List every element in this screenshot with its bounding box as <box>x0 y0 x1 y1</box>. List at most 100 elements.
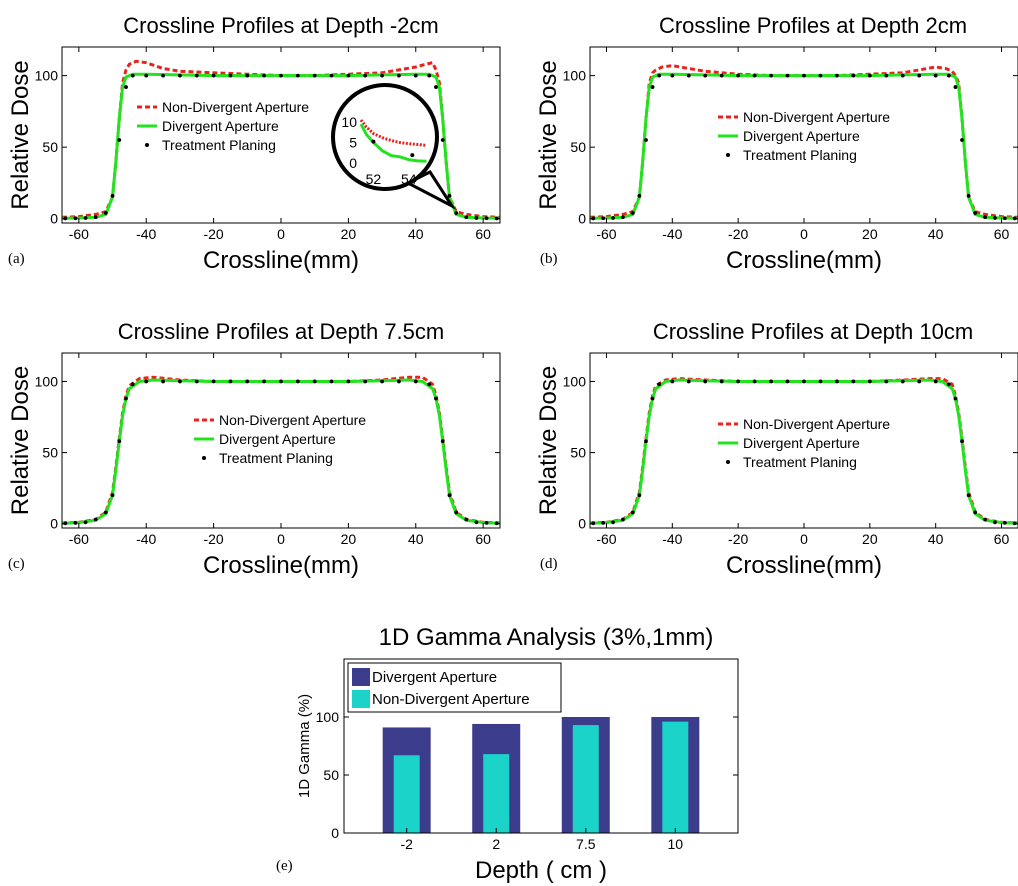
treatment-point <box>785 73 790 78</box>
x-tick-label: 0 <box>277 531 285 547</box>
legend-swatch-treatment <box>726 460 730 464</box>
legend-swatch-non-divergent <box>352 690 370 708</box>
inset-y-tick-label: 0 <box>349 155 357 171</box>
chart-title: Crossline Profiles at Depth 10cm <box>653 319 973 344</box>
y-tick-label: 0 <box>50 211 58 227</box>
x-tick-label: -60 <box>69 531 89 547</box>
treatment-point <box>117 138 122 142</box>
treatment-point <box>329 73 334 78</box>
treatment-point <box>434 396 438 401</box>
y-tick-label: 100 <box>563 68 587 84</box>
treatment-point <box>447 493 452 498</box>
treatment-point <box>346 73 351 78</box>
x-tick-label: 60 <box>475 226 491 242</box>
panel-label: (e) <box>276 858 293 874</box>
treatment-point <box>637 193 642 198</box>
y-tick-label: 100 <box>563 373 587 389</box>
treatment-point <box>670 379 675 384</box>
treatment-point <box>279 73 283 78</box>
treatment-point <box>973 510 978 515</box>
treatment-point <box>703 73 708 78</box>
treatment-point <box>818 379 823 384</box>
treatment-point <box>178 379 182 384</box>
x-tick-label: -2 <box>400 836 413 852</box>
treatment-point <box>835 379 839 384</box>
legend-label: Treatment Planing <box>219 450 333 466</box>
legend-label: Non-Divergent Aperture <box>743 109 890 125</box>
plot-area <box>590 377 1018 526</box>
treatment-point <box>262 73 267 78</box>
y-tick-label: 50 <box>42 139 58 155</box>
treatment-point <box>228 73 233 78</box>
treatment-point <box>884 379 889 384</box>
treatment-point <box>440 138 445 142</box>
treatment-point <box>736 73 741 78</box>
treatment-point <box>650 396 655 401</box>
x-tick-label: -20 <box>728 531 748 547</box>
treatment-point <box>380 379 384 384</box>
treatment-point <box>769 379 773 384</box>
treatment-point <box>621 215 625 220</box>
y-tick-label: 50 <box>323 767 339 783</box>
treatment-point <box>884 73 889 78</box>
treatment-point <box>295 73 300 78</box>
x-tick-label: 10 <box>668 836 684 852</box>
line-chart-3: Crossline Profiles at Depth 10cm -60 -40 -2… <box>535 319 1018 579</box>
x-tick-label: -60 <box>69 226 89 242</box>
bar-non-divergent <box>572 725 599 833</box>
x-tick-label: 0 <box>277 226 285 242</box>
chart-title: 1D Gamma Analysis (3%,1mm) <box>379 624 714 651</box>
x-tick-label: -20 <box>203 531 223 547</box>
treatment-point <box>769 73 773 78</box>
y-tick-label: 50 <box>570 445 586 461</box>
treatment-point <box>601 520 606 525</box>
treatment-point <box>621 517 625 522</box>
chart-title: Crossline Profiles at Depth 7.5cm <box>118 319 444 344</box>
x-axis-label: Crossline(mm) <box>726 552 882 579</box>
treatment-point <box>785 379 790 384</box>
treatment-point <box>983 215 987 220</box>
treatment-point <box>644 439 648 444</box>
legend-label: Divergent Aperture <box>372 669 497 686</box>
x-tick-label: 20 <box>862 531 878 547</box>
inset-y-tick-label: 10 <box>341 114 357 130</box>
x-tick-label: 0 <box>800 531 808 547</box>
treatment-point <box>413 73 418 78</box>
treatment-point <box>211 73 216 78</box>
x-tick-label: 0 <box>800 226 808 242</box>
treatment-point <box>611 520 615 525</box>
x-tick-label: 40 <box>408 531 424 547</box>
treatment-point <box>93 517 98 522</box>
y-tick-label: 100 <box>35 373 59 389</box>
treatment-point <box>1002 520 1007 525</box>
line-chart-2: Crossline Profiles at Depth 7.5cm -60 -40 -… <box>7 319 501 579</box>
treatment-point <box>703 379 708 384</box>
x-axis-label: Crossline(mm) <box>203 552 359 579</box>
y-axis-label: Relative Dose <box>535 366 562 515</box>
treatment-point <box>917 379 922 384</box>
x-axis-label: Depth ( cm ) <box>475 857 607 884</box>
legend-label: Divergent Aperture <box>162 118 279 134</box>
treatment-point <box>966 193 971 198</box>
treatment-point <box>434 85 438 89</box>
treatment-point <box>73 520 78 525</box>
treatment-point <box>194 73 199 78</box>
treatment-point <box>630 510 635 515</box>
treatment-point <box>933 379 938 384</box>
x-tick-label: 40 <box>928 531 944 547</box>
legend: Non-Divergent Aperture Divergent Aperture… <box>194 412 366 466</box>
treatment-point <box>686 73 691 78</box>
legend: Divergent Aperture Non-Divergent Aperture <box>347 662 562 713</box>
bar-chart: 1D Gamma Analysis (3%,1mm)-2 2 7.5 10050100… <box>276 624 739 884</box>
treatment-point <box>464 517 469 522</box>
treatment-point <box>363 379 368 384</box>
x-tick-label: -20 <box>728 226 748 242</box>
treatment-point <box>719 73 724 78</box>
treatment-point <box>397 73 401 78</box>
treatment-point <box>752 379 757 384</box>
legend-label: Treatment Planing <box>743 147 857 163</box>
treatment-point <box>454 510 459 515</box>
treatment-point <box>110 193 115 198</box>
y-axis-label: Relative Dose <box>535 60 562 209</box>
inset-divergent-line <box>359 123 427 163</box>
